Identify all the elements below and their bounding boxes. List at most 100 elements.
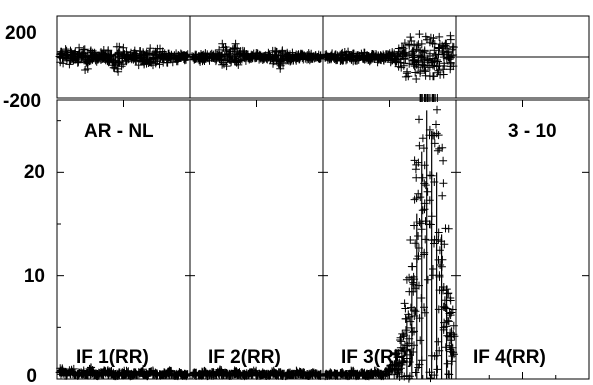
- amplitude-point: [418, 173, 427, 182]
- phase-point: [61, 53, 69, 62]
- phase-point: [405, 41, 414, 50]
- amplitude-point: [406, 317, 415, 326]
- phase-point: [106, 52, 115, 61]
- amplitude-point: [414, 232, 423, 240]
- amplitude-point: [436, 261, 445, 269]
- phase-point: [444, 47, 453, 56]
- phase-points: [55, 30, 589, 83]
- amplitude-point: [405, 350, 414, 359]
- amplitude-point: [421, 235, 430, 244]
- amplitude-point: [110, 371, 119, 380]
- phase-point: [416, 52, 425, 61]
- amplitude-point: [445, 370, 454, 379]
- phase-point: [360, 48, 369, 57]
- phase-point: [438, 47, 447, 55]
- amplitude-point: [398, 329, 407, 338]
- top-ytick-label-200: 200: [5, 23, 37, 44]
- phase-point: [110, 63, 119, 72]
- phase-point: [446, 53, 455, 62]
- phase-point: [385, 49, 394, 58]
- phase-point: [307, 49, 316, 58]
- amplitude-point: [432, 129, 441, 138]
- amplitude-point: [417, 294, 426, 302]
- phase-point: [421, 32, 430, 41]
- amplitude-point: [421, 217, 430, 226]
- amplitude-point: [447, 308, 456, 317]
- phase-point: [331, 52, 340, 61]
- baseline-title: AR - NL: [84, 121, 154, 142]
- ytick-label-0: 0: [26, 366, 37, 385]
- phase-point: [297, 50, 306, 59]
- phase-point: [406, 33, 415, 42]
- amplitude-point: [406, 236, 415, 244]
- amplitude-point: [421, 181, 430, 190]
- phase-point: [155, 60, 164, 69]
- phase-point: [441, 39, 450, 48]
- phase-point: [396, 58, 405, 67]
- phase-point: [423, 56, 432, 65]
- amplitude-point: [417, 356, 426, 365]
- amplitude-point: [439, 179, 448, 188]
- phase-point: [446, 35, 455, 44]
- amplitude-point: [405, 273, 414, 282]
- amplitude-point: [426, 171, 434, 180]
- amplitude-point: [409, 287, 418, 296]
- phase-point: [141, 57, 150, 66]
- phase-point: [105, 57, 114, 66]
- amplitude-point: [401, 314, 410, 323]
- amplitude-point: [405, 372, 414, 381]
- amplitude-point: [165, 366, 174, 375]
- phase-point: [400, 49, 409, 58]
- phase-point: [429, 34, 438, 43]
- amplitude-point: [446, 294, 455, 302]
- phase-point: [415, 30, 424, 39]
- phase-point: [233, 44, 242, 53]
- amplitude-point: [423, 187, 432, 196]
- phase-point: [439, 65, 448, 74]
- amplitude-point: [435, 346, 444, 355]
- amplitude-point: [242, 371, 251, 380]
- amplitude-point: [415, 115, 423, 124]
- phase-point: [218, 39, 227, 48]
- top-ytick-label-minus-200: -200: [3, 91, 41, 112]
- phase-point: [400, 39, 409, 48]
- phase-point: [429, 72, 438, 81]
- phase-point: [292, 53, 301, 62]
- phase-point: [411, 68, 420, 77]
- amplitude-point: [385, 366, 394, 375]
- phase-point: [410, 52, 419, 61]
- amplitude-point: [441, 304, 450, 312]
- amplitude-point: [450, 350, 458, 359]
- amplitude-point: [307, 369, 316, 378]
- amplitude-point: [415, 141, 424, 150]
- amplitude-point: [434, 228, 443, 237]
- amplitude-point: [408, 262, 417, 271]
- phase-point: [80, 45, 89, 54]
- phase-point: [398, 43, 407, 52]
- phase-point: [202, 52, 211, 61]
- phase-point: [417, 39, 426, 48]
- phase-point: [145, 57, 154, 66]
- phase-point: [83, 64, 92, 73]
- phase-point: [449, 43, 458, 52]
- amplitude-point: [438, 143, 447, 152]
- amplitude-point: [88, 366, 97, 375]
- amplitude-point: [401, 304, 410, 313]
- amplitude-point: [416, 193, 425, 202]
- phase-point: [435, 32, 444, 41]
- if4-label: IF 4(RR): [473, 347, 546, 368]
- amplitude-point: [430, 371, 439, 380]
- phase-point: [403, 67, 412, 76]
- phase-point: [140, 60, 149, 69]
- amplitude-point: [269, 366, 278, 375]
- ytick-label-20: 20: [24, 162, 45, 183]
- phase-point: [391, 57, 400, 66]
- phase-point: [344, 47, 353, 56]
- amplitude-point: [410, 156, 419, 165]
- range-title: 3 - 10: [508, 121, 557, 142]
- amplitude-point: [415, 360, 424, 369]
- phase-point: [425, 63, 434, 72]
- if2-label: IF 2(RR): [208, 347, 281, 368]
- amplitude-point: [427, 212, 436, 221]
- amplitude-point: [411, 239, 420, 248]
